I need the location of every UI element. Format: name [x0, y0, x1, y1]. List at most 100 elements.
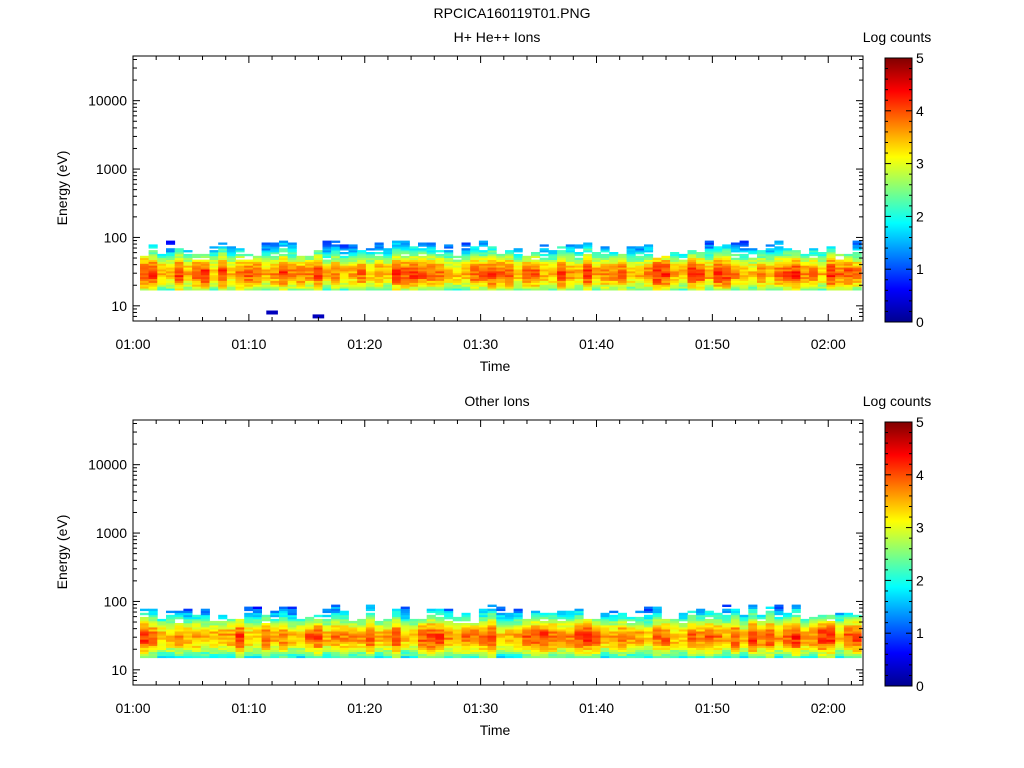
heatmap-cell [826, 253, 836, 257]
heatmap-cell [661, 288, 671, 291]
heatmap-cell [774, 608, 784, 612]
heatmap-cell [817, 282, 827, 285]
heatmap-cell [783, 274, 793, 278]
heatmap-cell [609, 282, 619, 285]
heatmap-cell [791, 250, 801, 253]
heatmap-cell [539, 261, 549, 264]
heatmap-cell [617, 278, 627, 281]
heatmap-cell [200, 620, 210, 624]
heatmap-cell [435, 627, 445, 630]
heatmap-cell [174, 653, 184, 657]
heatmap-cell [600, 261, 610, 264]
heatmap-cell [591, 263, 601, 266]
heatmap-cell [609, 286, 619, 289]
heatmap-cell [704, 261, 714, 264]
heatmap-cell [505, 635, 515, 638]
heatmap-cell [174, 252, 184, 255]
heatmap-cell [235, 645, 245, 648]
heatmap-cell [730, 651, 740, 654]
heatmap-cell [635, 286, 645, 289]
heatmap-cell [252, 627, 262, 630]
heatmap-cell [140, 641, 150, 644]
y-axis-label: Energy (eV) [54, 151, 70, 226]
heatmap-cell [713, 618, 723, 622]
heatmap-cell [287, 267, 297, 270]
y-tick-label: 100 [104, 593, 128, 609]
heatmap-cell [661, 643, 671, 646]
heatmap-cell [713, 253, 723, 257]
heatmap-cell [331, 269, 341, 272]
heatmap-cell [174, 257, 184, 260]
heatmap-cell [331, 265, 341, 268]
heatmap-cell [140, 618, 150, 622]
heatmap-cell [730, 641, 740, 644]
heatmap-cell [305, 259, 315, 262]
heatmap-cell [244, 608, 254, 612]
heatmap-cell [531, 623, 541, 626]
heatmap-cell [513, 610, 523, 614]
heatmap-cell [270, 610, 280, 614]
heatmap-cell [574, 267, 584, 270]
heatmap-cell [661, 269, 671, 272]
heatmap-cell [496, 637, 506, 640]
heatmap-cell [496, 653, 506, 657]
heatmap-cell [157, 274, 167, 278]
heatmap-cell [583, 248, 593, 251]
heatmap-cell [765, 635, 775, 638]
heatmap-cell [548, 261, 558, 264]
heatmap-cell [609, 259, 619, 262]
heatmap-cell [426, 608, 436, 612]
heatmap-cell [652, 641, 662, 644]
heatmap-cell [261, 265, 271, 268]
heatmap-cell [392, 246, 402, 249]
heatmap-cell [279, 255, 289, 259]
heatmap-cell [200, 278, 210, 281]
heatmap-cell [478, 274, 488, 278]
heatmap-cell [226, 261, 236, 264]
heatmap-cell [565, 267, 575, 270]
heatmap-cell [322, 637, 332, 640]
heatmap-cell [261, 257, 271, 260]
heatmap-cell [365, 265, 375, 268]
heatmap-cell [539, 633, 549, 636]
heatmap-cell [644, 253, 654, 257]
heatmap-cell [783, 635, 793, 638]
heatmap-cell [209, 252, 219, 255]
heatmap-cell [426, 637, 436, 640]
heatmap-cell [670, 288, 680, 291]
heatmap-cell [826, 248, 836, 251]
heatmap-cell [644, 269, 654, 272]
heatmap-cell [748, 645, 758, 648]
heatmap-cell [418, 259, 428, 262]
heatmap-cell [244, 639, 254, 642]
heatmap-cell [687, 286, 697, 289]
heatmap-cell [748, 250, 758, 253]
heatmap-cell [678, 629, 688, 632]
heatmap-cell [852, 641, 862, 644]
heatmap-cell [809, 655, 819, 659]
heatmap-cell [843, 649, 853, 652]
heatmap-cell [252, 288, 262, 291]
heatmap-cell [843, 645, 853, 648]
heatmap-cell [748, 629, 758, 632]
heatmap-cell [557, 263, 567, 266]
heatmap-cell [757, 616, 767, 620]
heatmap-cell [678, 280, 688, 283]
heatmap-cell [270, 269, 280, 272]
heatmap-cell [644, 653, 654, 657]
heatmap-cell [487, 643, 497, 646]
heatmap-cell [444, 252, 454, 255]
heatmap-cell [617, 612, 627, 616]
heatmap-cell [609, 280, 619, 283]
heatmap-cell [409, 261, 419, 264]
heatmap-cell [513, 286, 523, 289]
heatmap-cell [670, 653, 680, 657]
heatmap-cell [730, 250, 740, 253]
heatmap-cell [305, 620, 315, 624]
heatmap-cell [817, 261, 827, 264]
heatmap-cell [765, 250, 775, 253]
heatmap-cell [583, 618, 593, 622]
heatmap-cell [783, 255, 793, 259]
heatmap-cell [296, 282, 306, 285]
heatmap-cell [166, 614, 176, 618]
